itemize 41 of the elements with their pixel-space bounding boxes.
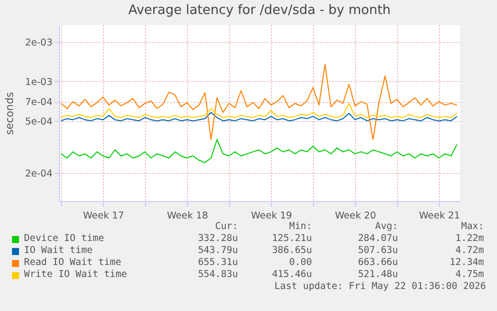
- x-tick-label: Week 21: [418, 210, 460, 222]
- text: 554.83u: [196, 269, 238, 281]
- line-series: [60, 112, 458, 122]
- y-tick-label: 2e-04: [25, 168, 52, 180]
- line-series: [60, 102, 458, 118]
- y-axis-title: seconds: [4, 92, 16, 135]
- text: 1.22m: [454, 233, 484, 245]
- text: 4.72m: [454, 245, 484, 257]
- text: 543.79u: [196, 245, 238, 257]
- text: 0.00: [288, 257, 312, 269]
- text: 284.07u: [356, 233, 398, 245]
- x-tick-label: Week 18: [166, 210, 208, 222]
- text: 125.21u: [270, 233, 312, 245]
- text: Avg:: [374, 221, 398, 233]
- text: 507.63u: [356, 245, 398, 257]
- text: 12.34m: [448, 257, 484, 269]
- text: Last update: Fri May 22 01:36:00 2026: [273, 281, 487, 293]
- text: Max:: [460, 221, 484, 233]
- legend-label: Write IO Wait time: [24, 269, 128, 281]
- text: 663.66u: [356, 257, 398, 269]
- legend-label: IO Wait time: [24, 245, 94, 257]
- chart-title: Average latency for /dev/sda - by month: [128, 3, 391, 18]
- y-tick-label: 2e-03: [25, 38, 52, 49]
- text: 386.65u: [270, 245, 312, 257]
- y-tick-label: 1e-03: [25, 76, 52, 88]
- x-tick-label: Week 17: [82, 210, 124, 222]
- legend-label: Device IO time: [24, 233, 106, 245]
- y-tick-label: 5e-04: [25, 116, 52, 128]
- text: 521.48u: [356, 269, 398, 281]
- legend-label: Read IO Wait time: [24, 257, 122, 269]
- line-series: [60, 139, 458, 164]
- y-tick-label: 7e-04: [25, 97, 52, 108]
- text: 415.46u: [270, 269, 312, 281]
- x-tick-label: Week 20: [334, 210, 376, 222]
- text: 4.75m: [454, 269, 484, 281]
- x-tick-label: Week 19: [250, 210, 292, 222]
- text: Min:: [288, 221, 312, 233]
- line-series: [60, 64, 458, 140]
- text: 655.31u: [196, 257, 238, 269]
- text: Cur:: [214, 221, 238, 233]
- text: 332.28u: [196, 233, 238, 245]
